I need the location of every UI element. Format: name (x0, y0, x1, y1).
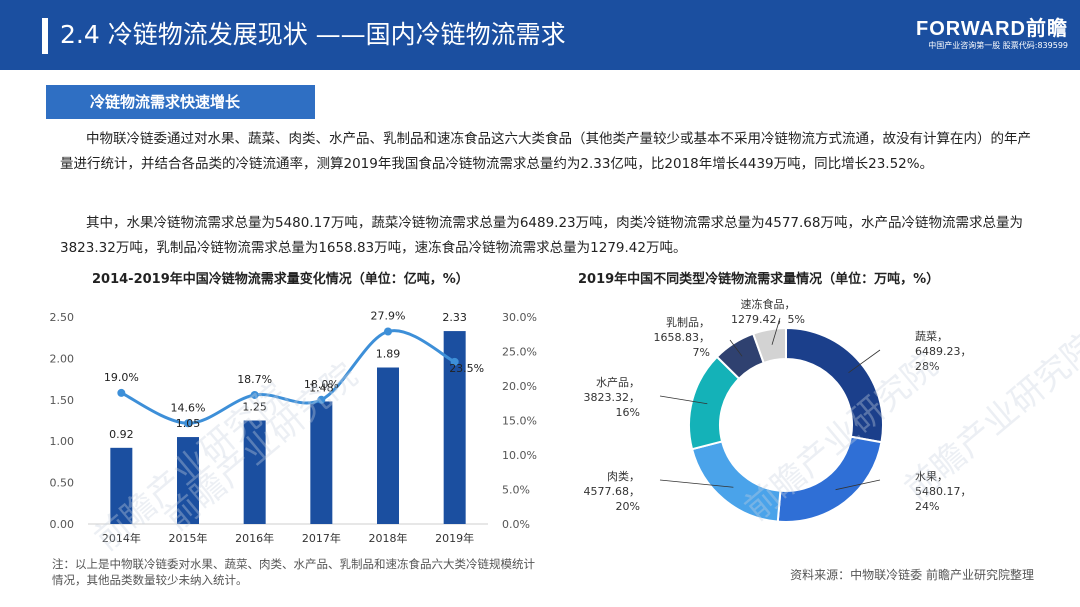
leader-line (729, 339, 743, 357)
slice-label: 3823.32， (584, 391, 641, 404)
growth-rate-label: 23.5% (449, 362, 484, 375)
leader-line (771, 317, 781, 345)
bar (310, 401, 333, 524)
bar (243, 420, 266, 524)
x-tick-label: 2015年 (169, 531, 208, 545)
bar-value-label: 2.33 (442, 311, 467, 324)
leader-line (659, 479, 734, 488)
bar-value-label: 0.92 (109, 428, 134, 441)
slice-label: 1658.83， (654, 331, 711, 344)
growth-rate-point (450, 357, 459, 366)
growth-rate-point (317, 395, 326, 404)
growth-rate-label: 14.6% (171, 401, 206, 414)
y-left-tick-label: 2.00 (50, 352, 75, 365)
bar (443, 331, 466, 524)
growth-rate-label: 27.9% (371, 309, 406, 322)
bar (377, 367, 399, 524)
growth-rate-point (117, 388, 126, 397)
leader-line (659, 395, 708, 405)
y-right-tick-label: 25.0% (502, 346, 537, 359)
slice-label: 20% (616, 500, 640, 513)
logo-text: FORWARD前瞻 (916, 18, 1068, 40)
paragraph-1-text: 中物联冷链委通过对水果、蔬菜、肉类、水产品、乳制品和速冻食品这六大类食品（其他类… (60, 131, 1031, 172)
y-left-tick-label: 1.50 (50, 394, 75, 407)
y-left-tick-label: 1.00 (50, 435, 75, 448)
x-tick-label: 2014年 (102, 531, 141, 545)
growth-rate-point (250, 390, 259, 399)
brand-logo: FORWARD前瞻 中国产业咨询第一股 股票代码:839599 (916, 18, 1068, 52)
leader-line (835, 479, 881, 491)
slice-label: 速冻食品， (741, 297, 796, 311)
logo-subtitle: 中国产业咨询第一股 股票代码:839599 (928, 41, 1068, 50)
slice-label: 5480.17， (915, 485, 972, 498)
y-right-tick-label: 5.0% (502, 484, 530, 497)
section-label: 冷链物流需求快速增长 (46, 85, 315, 119)
growth-rate-label: 19.0% (104, 371, 139, 384)
bar (110, 447, 133, 524)
slice-label: 28% (915, 360, 939, 373)
y-right-tick-label: 30.0% (502, 311, 537, 324)
bar-chart-title: 2014-2019年中国冷链物流需求量变化情况（单位：亿吨，%） (92, 272, 469, 287)
bar-value-label: 1.25 (242, 401, 267, 414)
y-left-tick-label: 0.50 (50, 477, 75, 490)
x-tick-label: 2017年 (302, 531, 341, 545)
donut-chart-title: 2019年中国不同类型冷链物流需求量情况（单位：万吨，%） (578, 272, 940, 287)
paragraph-2: 其中，水果冷链物流需求总量为5480.17万吨，蔬菜冷链物流需求总量为6489.… (60, 211, 1035, 261)
y-right-tick-label: 0.0% (502, 518, 530, 531)
growth-rate-label: 18.7% (237, 373, 272, 386)
header-accent (42, 18, 48, 54)
growth-rate-label: 18.0% (304, 378, 339, 391)
slice-label: 7% (693, 346, 710, 359)
slice-label: 16% (616, 406, 640, 419)
slice-label: 乳制品， (666, 316, 710, 329)
leader-line (848, 349, 881, 374)
growth-rate-point (184, 419, 192, 428)
paragraph-1: 中物联冷链委通过对水果、蔬菜、肉类、水产品、乳制品和速冻食品这六大类食品（其他类… (60, 127, 1035, 177)
paragraph-2-text: 其中，水果冷链物流需求总量为5480.17万吨，蔬菜冷链物流需求总量为6489.… (60, 215, 1023, 256)
slice-label: 24% (915, 500, 939, 513)
y-right-tick-label: 20.0% (502, 380, 537, 393)
bar-value-label: 1.05 (176, 417, 201, 430)
slice-label: 水产品， (596, 375, 640, 389)
y-left-tick-label: 2.50 (50, 311, 75, 324)
x-tick-label: 2018年 (369, 531, 408, 545)
bar-value-label: 1.89 (376, 348, 401, 361)
slice-label: 1279.42，5% (731, 313, 805, 326)
y-right-tick-label: 10.0% (502, 449, 537, 462)
slice-label: 6489.23， (915, 345, 972, 358)
y-left-tick-label: 0.00 (50, 518, 75, 531)
page-title: 2.4 冷链物流发展现状 ——国内冷链物流需求 (60, 20, 566, 49)
bar-value-label: 1.48 (309, 381, 334, 394)
slice-label: 肉类， (607, 469, 640, 483)
donut-slice (751, 326, 787, 365)
header-bar: 2.4 冷链物流发展现状 ——国内冷链物流需求 FORWARD前瞻 中国产业咨询… (0, 0, 1080, 70)
slice-label: 蔬菜， (915, 330, 948, 343)
slice-label: 4577.68， (584, 485, 641, 498)
x-tick-label: 2019年 (435, 531, 474, 545)
growth-rate-point (384, 327, 392, 336)
source-text: 资料来源：中物联冷链委 前瞻产业研究院整理 (790, 568, 1034, 582)
bar (177, 437, 199, 524)
x-tick-label: 2016年 (235, 531, 274, 545)
footnote: 注：以上是中物联冷链委对水果、蔬菜、肉类、水产品、乳制品和速冻食品六大类冷链规模… (52, 557, 535, 587)
slice-label: 水果， (915, 470, 948, 483)
y-right-tick-label: 15.0% (502, 415, 537, 428)
